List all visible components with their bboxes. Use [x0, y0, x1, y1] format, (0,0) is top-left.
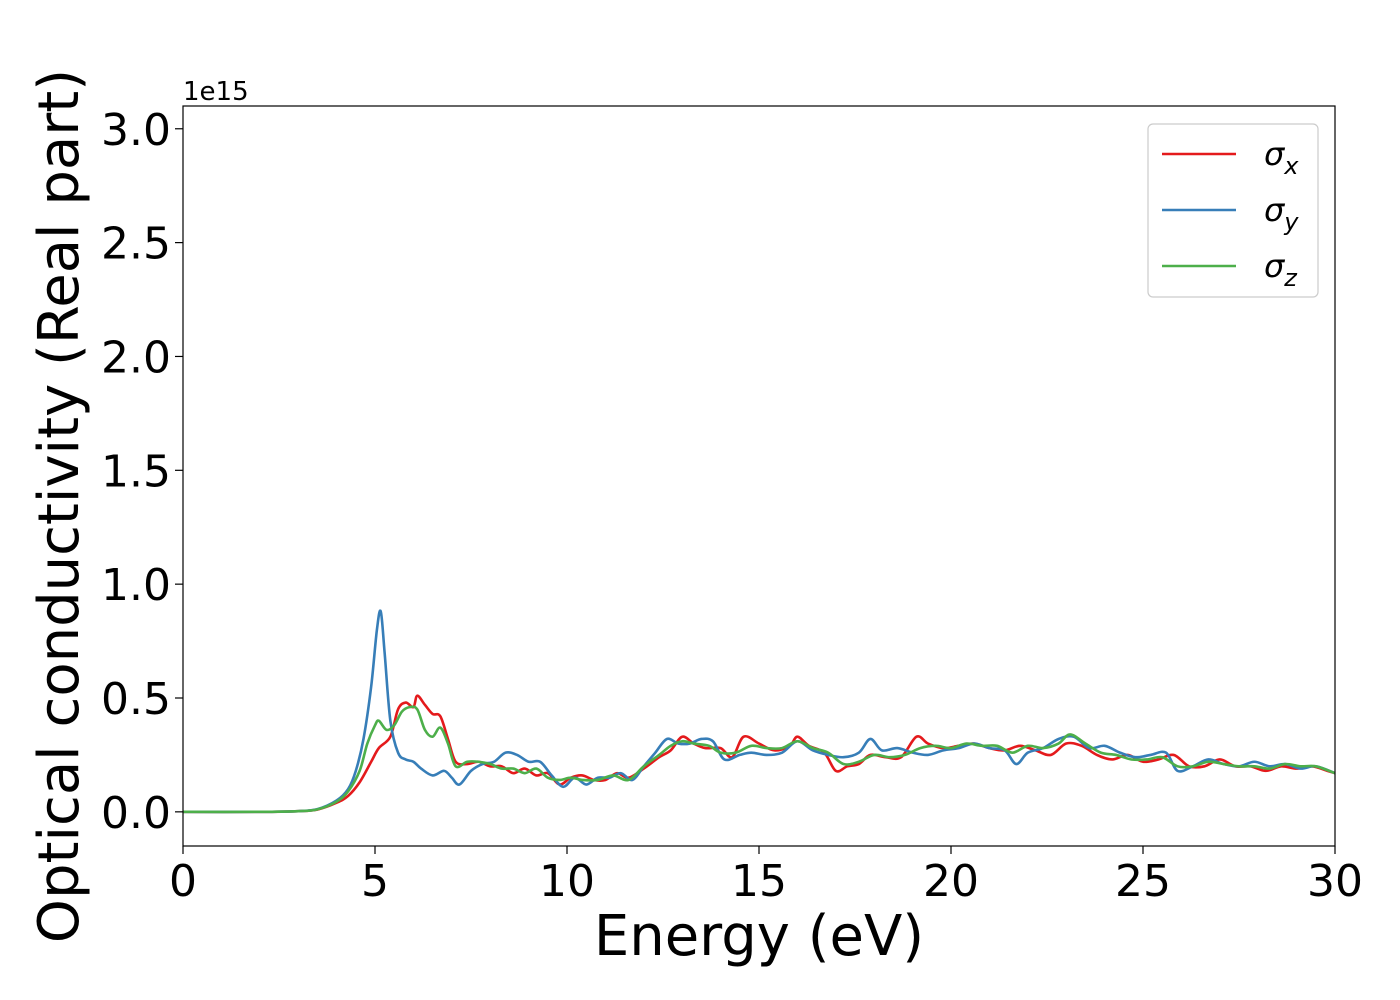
x-tick-label: 10 — [539, 856, 595, 907]
series-line-z — [183, 705, 1335, 814]
y-tick-label: 0.5 — [101, 674, 171, 725]
x-axis: 0 5 10 15 20 25 30 — [169, 846, 1363, 907]
legend-label-x: σx — [1264, 135, 1299, 180]
y-offset-label: 1e15 — [183, 77, 249, 107]
y-tick-label: 0.0 — [101, 788, 171, 839]
legend-label-z: σz — [1264, 247, 1298, 292]
y-tick-label: 2.5 — [101, 219, 171, 270]
y-tick-label: 3.0 — [101, 105, 171, 156]
x-tick-label: 20 — [923, 856, 979, 907]
series-line-y — [183, 609, 1335, 814]
y-tick-label: 1.0 — [101, 560, 171, 611]
y-axis: 0.0 0.5 1.0 1.5 2.0 2.5 3.0 — [101, 105, 183, 839]
y-tick-label: 1.5 — [101, 446, 171, 497]
x-tick-label: 0 — [169, 856, 197, 907]
x-tick-label: 25 — [1115, 856, 1171, 907]
x-tick-label: 5 — [361, 856, 389, 907]
legend-label-y: σy — [1264, 191, 1299, 236]
legend: σx σy σz — [1147, 123, 1319, 298]
y-axis-title: Optical conductivity (Real part) — [27, 69, 92, 943]
x-tick-label: 15 — [731, 856, 787, 907]
y-tick-label: 2.0 — [101, 332, 171, 383]
x-axis-title: Energy (eV) — [594, 904, 924, 969]
plot-area — [183, 609, 1335, 814]
x-tick-label: 30 — [1307, 856, 1363, 907]
